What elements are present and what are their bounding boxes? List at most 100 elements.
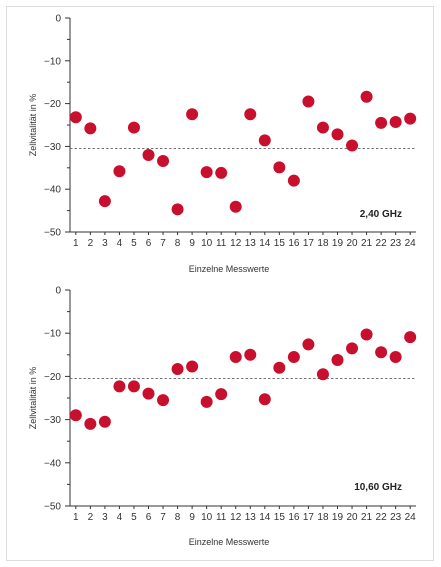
- y-tick-label: 0: [55, 14, 61, 25]
- data-point: [404, 112, 417, 125]
- x-tick-label: 9: [189, 238, 195, 249]
- x-tick-label: 12: [230, 512, 242, 523]
- data-point: [127, 121, 140, 134]
- data-point: [302, 338, 315, 351]
- data-point: [171, 203, 184, 216]
- x-tick-label: 2: [88, 512, 94, 523]
- x-tick-label: 14: [259, 512, 271, 523]
- x-tick-label: 19: [332, 512, 344, 523]
- x-tick-label: 18: [317, 512, 329, 523]
- data-point: [229, 350, 242, 363]
- x-tick-label: 16: [288, 512, 300, 523]
- figure-border: [6, 6, 434, 561]
- x-tick-label: 5: [131, 512, 137, 523]
- data-point: [244, 348, 257, 361]
- data-point: [258, 134, 271, 147]
- data-point: [287, 174, 300, 187]
- data-point: [171, 363, 184, 376]
- x-tick-label: 5: [131, 238, 137, 249]
- x-tick-label: 4: [117, 512, 123, 523]
- x-tick-label: 18: [317, 238, 329, 249]
- data-point: [375, 116, 388, 129]
- y-tick-label: −20: [44, 372, 61, 383]
- x-tick-label: 17: [303, 238, 315, 249]
- y-axis-title: Zellvitalität in %: [28, 367, 38, 430]
- x-tick-label: 23: [390, 512, 402, 523]
- chart-2-40-ghz: 0−10−20−30−40−501 2 3 4 5 6 7 8 9 10 11 12 13 14 15 16 1…: [28, 14, 417, 274]
- data-point: [360, 328, 373, 341]
- data-point: [215, 166, 228, 179]
- data-point: [127, 380, 140, 393]
- data-point: [360, 90, 373, 103]
- data-point: [142, 148, 155, 161]
- data-point: [98, 195, 111, 208]
- x-tick-label: 24: [405, 512, 417, 523]
- x-tick-label: 15: [274, 512, 286, 523]
- x-tick-label: 3: [102, 512, 108, 523]
- y-tick-label: −10: [44, 329, 61, 340]
- x-tick-label: 13: [245, 512, 257, 523]
- x-tick-label: 24: [405, 238, 417, 249]
- y-tick-label: 0: [55, 286, 61, 297]
- data-point: [331, 353, 344, 366]
- data-point: [302, 95, 315, 108]
- data-point: [375, 346, 388, 359]
- y-tick-label: −30: [44, 142, 61, 153]
- y-tick-label: −40: [44, 458, 61, 469]
- data-point: [389, 116, 402, 129]
- data-point: [287, 350, 300, 363]
- data-point: [215, 388, 228, 401]
- x-tick-label: 11: [216, 238, 227, 249]
- x-tick-label: 21: [361, 512, 373, 523]
- data-point: [258, 393, 271, 406]
- data-point: [346, 342, 359, 355]
- data-point: [113, 165, 126, 178]
- x-axis-title: Einzelne Messwerte: [189, 264, 270, 274]
- data-point: [229, 200, 242, 213]
- x-tick-label: 10: [201, 512, 213, 523]
- y-tick-label: −30: [44, 415, 61, 426]
- x-tick-label: 20: [346, 238, 358, 249]
- x-tick-label: 12: [230, 238, 242, 249]
- data-point: [331, 128, 344, 141]
- data-point: [84, 417, 97, 430]
- x-tick-label: 2: [88, 238, 94, 249]
- data-point: [186, 108, 199, 121]
- data-point: [316, 121, 329, 134]
- frequency-label: 10,60 GHz: [354, 482, 402, 493]
- x-tick-label: 3: [102, 238, 108, 249]
- frequency-label: 2,40 GHz: [360, 209, 402, 220]
- x-tick-label: 8: [175, 512, 181, 523]
- y-tick-label: −50: [44, 228, 61, 239]
- data-point: [244, 108, 257, 121]
- x-tick-label: 16: [288, 238, 300, 249]
- x-axis-title: Einzelne Messwerte: [189, 537, 270, 547]
- x-tick-label: 4: [117, 238, 123, 249]
- chart-10-60-ghz: 0−10−20−30−40−501 2 3 4 5 6 7 8 9 10 11 12 13 14 15 16 1…: [28, 286, 417, 547]
- x-tick-label: 6: [146, 238, 152, 249]
- x-tick-label: 17: [303, 512, 315, 523]
- data-point: [157, 154, 170, 167]
- x-tick-label: 15: [274, 238, 286, 249]
- data-point: [98, 415, 111, 428]
- x-tick-label: 22: [376, 512, 388, 523]
- data-point: [200, 395, 213, 408]
- x-tick-label: 1: [73, 512, 79, 523]
- y-tick-label: −20: [44, 99, 61, 110]
- data-point: [84, 122, 97, 135]
- data-point: [273, 161, 286, 174]
- y-tick-label: −50: [44, 502, 61, 513]
- x-tick-label: 11: [216, 512, 227, 523]
- y-tick-label: −10: [44, 56, 61, 67]
- x-tick-label: 7: [160, 238, 166, 249]
- x-tick-label: 6: [146, 512, 152, 523]
- y-tick-label: −40: [44, 185, 61, 196]
- x-tick-label: 8: [175, 238, 181, 249]
- data-point: [157, 394, 170, 407]
- x-tick-label: 23: [390, 238, 402, 249]
- x-tick-label: 10: [201, 238, 213, 249]
- x-tick-label: 22: [376, 238, 388, 249]
- x-tick-label: 1: [73, 238, 79, 249]
- x-tick-label: 21: [361, 238, 373, 249]
